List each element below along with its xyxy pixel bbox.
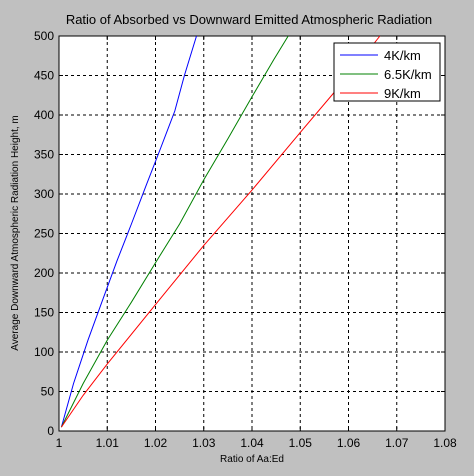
grid [59,36,445,431]
series-line-2 [60,35,289,428]
ticks-group: 1 1.01 1.02 1.03 1.04 1.05 1.06 1.07 1.08 0 50 100 1… [34,29,457,450]
chart-title: Ratio of Absorbed vs Downward Emitted At… [66,12,432,27]
y-axis-label: Average Downward Atmospheric Radiation H… [10,115,21,351]
x-axis-label: Ratio of Aa:Ed [220,454,284,465]
y-tick-label: 250 [34,227,54,241]
legend-label-3: 9K/km [384,86,421,101]
y-tick-label: 500 [34,29,54,43]
series-group [60,35,381,428]
y-tick-label: 100 [34,345,54,359]
legend: 4K/km 6.5K/km 9K/km [333,42,441,102]
series-line-1 [60,35,197,428]
y-tick-label: 350 [34,148,54,162]
x-tick-label: 1 [56,436,63,450]
x-tick-label: 1.01 [96,436,120,450]
y-tick-label: 50 [41,385,55,399]
y-tick-label: 450 [34,69,54,83]
legend-label-2: 6.5K/km [384,67,432,82]
x-tick-label: 1.02 [144,436,168,450]
x-tick-label: 1.04 [240,436,264,450]
x-tick-label: 1.08 [433,436,457,450]
legend-label-1: 4K/km [384,48,421,63]
x-tick-label: 1.06 [337,436,361,450]
series-line-3 [60,35,381,428]
y-tick-label: 200 [34,266,54,280]
x-tick-label: 1.05 [289,436,313,450]
x-tick-label: 1.03 [192,436,216,450]
y-tick-label: 400 [34,108,54,122]
y-tick-label: 150 [34,306,54,320]
legend-box [333,42,441,102]
y-tick-label: 300 [34,187,54,201]
y-tick-label: 0 [47,424,54,438]
x-tick-label: 1.07 [385,436,409,450]
